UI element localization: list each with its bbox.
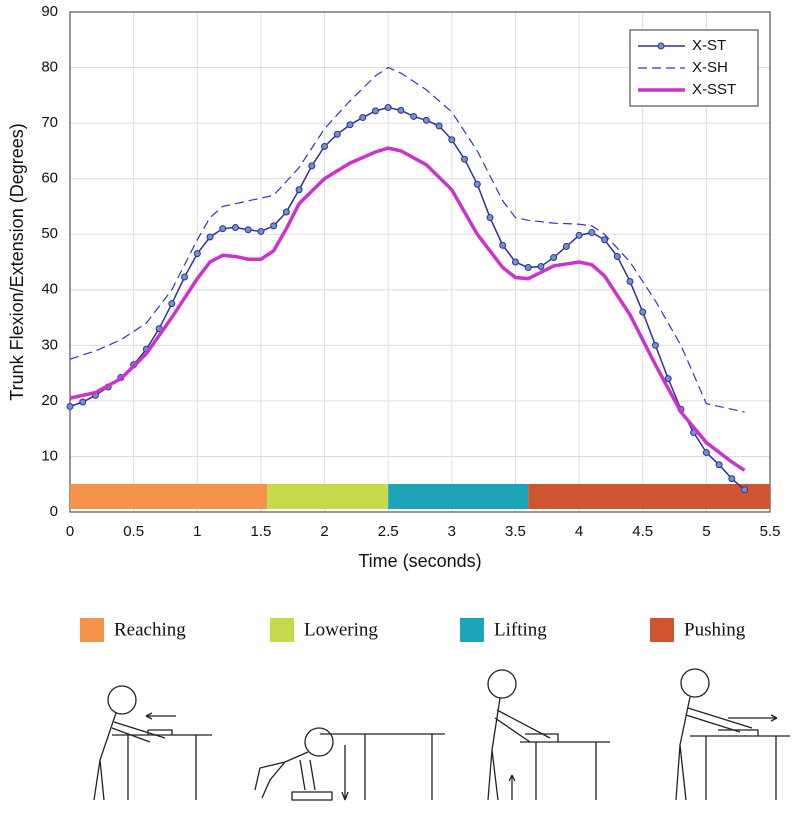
data-point xyxy=(486,214,494,222)
data-point xyxy=(588,229,596,237)
phase-legend-swatch xyxy=(460,618,484,642)
y-tick-label: 70 xyxy=(41,114,58,131)
y-axis-label: Trunk Flexion/Extension (Degrees) xyxy=(7,123,27,400)
data-point xyxy=(193,250,201,258)
data-point xyxy=(397,106,405,114)
data-point xyxy=(435,122,443,130)
phase-legend-label: Pushing xyxy=(684,619,746,640)
phase-legend-swatch xyxy=(650,618,674,642)
phase-legend-swatch xyxy=(270,618,294,642)
plot-frame xyxy=(69,11,771,513)
data-point xyxy=(511,258,519,266)
data-point xyxy=(244,226,252,234)
data-point xyxy=(66,402,74,410)
phase-legend-label: Lifting xyxy=(494,619,547,640)
x-tick-label: 0.5 xyxy=(123,523,144,540)
data-point xyxy=(384,104,392,112)
y-tick-label: 30 xyxy=(41,336,58,353)
data-point xyxy=(168,300,176,308)
data-point xyxy=(321,142,329,150)
data-point xyxy=(257,227,265,235)
data-point xyxy=(728,475,736,483)
y-tick-label: 10 xyxy=(41,447,58,464)
y-tick-label: 40 xyxy=(41,281,58,298)
y-tick-label: 50 xyxy=(41,225,58,242)
x-tick-label: 3 xyxy=(448,523,456,540)
data-point xyxy=(550,254,558,262)
data-point xyxy=(651,341,659,349)
data-point xyxy=(664,375,672,383)
phase-band xyxy=(267,484,389,509)
x-tick-label: 3.5 xyxy=(505,523,526,540)
data-point xyxy=(79,398,87,406)
x-tick-label: 4 xyxy=(575,523,583,540)
data-point xyxy=(422,116,430,124)
legend-label: X-SH xyxy=(692,59,728,76)
data-point xyxy=(639,308,647,316)
series-line xyxy=(69,66,745,413)
data-point xyxy=(295,186,303,194)
legend-box xyxy=(629,29,759,107)
legend-marker xyxy=(657,42,665,50)
y-tick-label: 0 xyxy=(50,503,58,520)
x-tick-label: 5.5 xyxy=(760,523,781,540)
y-tick-label: 80 xyxy=(41,59,58,76)
legend-label: X-SST xyxy=(692,81,736,98)
legend-label: X-ST xyxy=(692,37,726,54)
data-point xyxy=(333,130,341,138)
data-point xyxy=(715,461,723,469)
series-line xyxy=(69,146,746,472)
data-point xyxy=(346,121,354,129)
y-tick-label: 90 xyxy=(41,3,58,20)
phase-band xyxy=(528,484,770,509)
data-point xyxy=(461,155,469,163)
x-tick-label: 2 xyxy=(320,523,328,540)
data-point xyxy=(575,231,583,239)
data-point xyxy=(499,241,507,249)
data-point xyxy=(741,486,749,494)
y-tick-label: 20 xyxy=(41,392,58,409)
x-axis-label: Time (seconds) xyxy=(358,551,481,571)
legend: X-ST X-SH X-SST xyxy=(629,29,759,107)
x-tick-label: 5 xyxy=(702,523,710,540)
x-tick-label: 4.5 xyxy=(632,523,653,540)
data-point xyxy=(473,180,481,188)
x-tick-label: 1.5 xyxy=(250,523,271,540)
phase-band xyxy=(388,484,529,509)
illustrations xyxy=(93,668,790,801)
data-point xyxy=(613,252,621,260)
data-point xyxy=(537,262,545,270)
data-point xyxy=(702,449,710,457)
data-point xyxy=(524,264,532,272)
data-point xyxy=(410,112,418,120)
x-tick-label: 2.5 xyxy=(378,523,399,540)
data-point xyxy=(359,114,367,122)
series-line xyxy=(69,106,746,491)
data-point xyxy=(282,208,290,216)
data-point xyxy=(371,107,379,115)
data-point xyxy=(448,136,456,144)
phase-legend-label: Reaching xyxy=(114,619,186,640)
phase-legend-swatch xyxy=(80,618,104,642)
x-tick-label: 1 xyxy=(193,523,201,540)
data-point xyxy=(601,236,609,244)
data-point xyxy=(231,224,239,232)
phase-legend-label: Lowering xyxy=(304,619,378,640)
x-tick-label: 0 xyxy=(66,523,74,540)
phase-band xyxy=(70,484,268,509)
data-point xyxy=(270,222,278,230)
data-point xyxy=(308,162,316,170)
data-point xyxy=(562,242,570,250)
y-tick-label: 60 xyxy=(41,170,58,187)
data-point xyxy=(181,273,189,281)
data-point xyxy=(206,233,214,241)
data-point xyxy=(219,225,227,233)
data-point xyxy=(626,277,634,285)
